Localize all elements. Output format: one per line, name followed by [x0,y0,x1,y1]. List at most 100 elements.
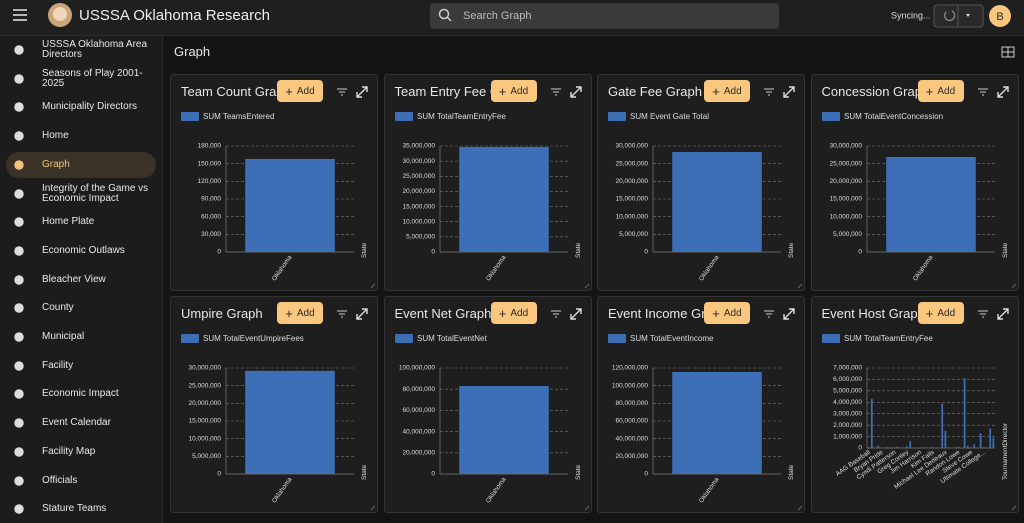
expand-icon[interactable] [783,308,795,320]
add-button[interactable]: + Add [277,80,323,102]
nav-item[interactable]: Facility Map [6,439,156,465]
nav-item[interactable]: Economic Impact [6,381,156,407]
nav-label: Economic Impact [42,388,119,400]
resize-handle [370,505,376,511]
search-box[interactable] [430,3,779,29]
expand-icon[interactable] [569,308,582,320]
y-tick-label: 25,000,000 [402,173,435,180]
nav-item[interactable]: Officials [6,468,156,494]
legend-label: SUM TotalTeamEntryFee [417,112,506,121]
header: USSSA Oklahoma Research Search Graph Syn… [0,0,1024,36]
chart: SUM TotalEventConcession 0 5,000,000 10,000… [821,86,1016,289]
bar [988,428,991,448]
resize-handle [584,283,589,289]
add-button[interactable]: + Add [917,80,964,102]
nav-item[interactable]: Home Plate [6,209,156,235]
expand-icon[interactable] [356,86,368,98]
add-button[interactable]: + Add [917,302,964,324]
y-tick-label: 5,000,000 [833,388,862,395]
y-tick-label: 15,000,000 [402,203,435,210]
bar [873,447,876,448]
add-icon: + [925,305,934,321]
nav-item[interactable]: Municipal [6,324,156,350]
sidebar: USSSA Oklahoma Area Directors Seasons of … [0,36,163,523]
expand-icon[interactable] [996,308,1009,320]
expand-icon[interactable] [569,86,582,98]
filter-icon[interactable] [764,88,774,96]
nav-icon [14,131,24,141]
chart-card: SUM TotalEventConcession 0 5,000,000 10,000… [810,74,1019,291]
nav-label: Seasons of Play 2001-2025 [42,67,143,89]
page-title: Graph [174,44,211,59]
layout-icon[interactable] [1001,46,1015,58]
expand-icon[interactable] [996,86,1009,98]
header-graphics: USSSA Oklahoma Research Search Graph Syn… [13,3,1011,29]
resize-handle [1011,283,1016,289]
x-axis-label: State [361,464,368,480]
y-tick-label: 0 [431,471,435,478]
chart: SUM TotalEventNet 0 20,000,000 40,000,000 60… [394,308,589,511]
filter-icon[interactable] [337,310,347,318]
add-button[interactable]: + Add [490,302,537,324]
nav-item[interactable]: Bleacher View [6,267,156,293]
nav-item[interactable]: USSSA Oklahoma Area Directors [6,37,156,63]
nav-item[interactable]: Stature Teams [6,496,156,522]
expand-icon[interactable] [783,86,795,98]
legend-swatch [181,112,199,121]
nav-item[interactable]: County [6,295,156,321]
avatar-letter: B [996,11,1003,23]
bar [885,156,976,252]
card-title: Event Income Graph [608,306,728,321]
nav-item[interactable]: Integrity of the Game vs Economic Impact [6,181,156,207]
filter-icon[interactable] [764,310,774,318]
filter-icon[interactable] [977,88,988,96]
legend-label: SUM TotalEventUmpireFees [203,334,304,343]
nav-item[interactable]: Seasons of Play 2001-2025 [6,66,156,92]
add-button[interactable]: + Add [704,302,750,324]
x-axis-label: State [361,242,368,258]
bar [876,445,879,448]
sync-status: Syncing... [891,10,931,20]
nav-item[interactable]: Home [6,123,156,149]
bar [245,158,335,252]
add-icon: + [498,305,507,321]
bar [947,447,949,448]
y-tick-label: 60,000,000 [615,418,648,425]
y-tick-label: 7,000,000 [833,365,862,372]
nav-item[interactable]: Event Calendar [6,410,156,436]
nav-label: USSSA Oklahoma Area Directors [42,39,148,60]
filter-icon[interactable] [977,310,988,318]
y-tick-label: 30,000,000 [829,143,862,150]
nav-icon [14,73,24,84]
menu-icon[interactable] [13,9,27,21]
add-button[interactable]: + Add [704,80,750,102]
y-tick-label: 0 [858,445,862,452]
bar [458,386,549,474]
y-tick-label: 0 [644,249,648,256]
expand-icon[interactable] [356,308,368,320]
bar [870,398,873,448]
icon-shape [14,45,24,55]
nav-label: Municipal [42,331,85,342]
filter-icon[interactable] [550,310,561,318]
bar [921,447,924,448]
add-icon: + [712,305,720,321]
nav-icon [14,447,24,457]
avatar[interactable] [989,5,1011,27]
chart: SUM TeamsEntered 0 30,000 60,000 90,000 120,0… [181,86,376,289]
filter-icon[interactable] [337,88,347,96]
icon-shape [14,217,24,227]
y-tick-label: 60,000 [201,213,221,220]
nav-item[interactable]: Graph [6,151,156,178]
nav-item[interactable]: Facility [6,353,156,379]
icon-shape [14,246,24,256]
chart-card: SUM TotalEventUmpireFees 0 5,000,000 10,000… [170,296,378,513]
add-button[interactable]: + Add [277,302,323,324]
add-button[interactable]: + Add [490,80,537,102]
nav-label: Home [42,130,69,142]
filter-icon[interactable] [550,88,561,96]
nav-item[interactable]: Economic Outlaws [6,238,156,264]
nav-item[interactable]: Municipality Directors [6,94,156,120]
nav-label: Municipality Directors [42,101,138,113]
bar [886,447,889,448]
